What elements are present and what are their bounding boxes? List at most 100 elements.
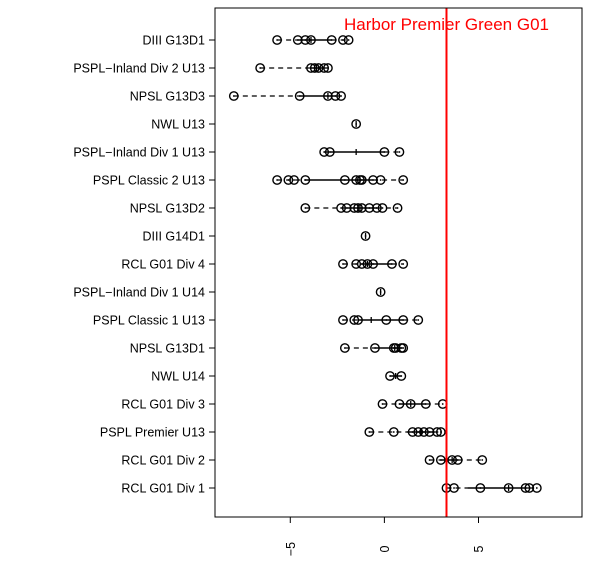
data-point-center bbox=[423, 431, 425, 433]
data-point-center bbox=[360, 263, 363, 265]
data-point bbox=[385, 371, 395, 381]
y-tick-label: NPSL G13D2 bbox=[130, 202, 205, 216]
data-point bbox=[503, 483, 514, 493]
data-point-center bbox=[355, 123, 358, 125]
data-point bbox=[338, 315, 348, 325]
data-point-center bbox=[409, 403, 412, 405]
data-point bbox=[452, 455, 463, 465]
y-tick-label: NWL U13 bbox=[151, 118, 205, 132]
box-layer bbox=[233, 37, 537, 491]
data-point-center bbox=[304, 207, 307, 209]
data-point-center bbox=[379, 179, 382, 181]
data-point bbox=[364, 203, 375, 213]
data-point-center bbox=[481, 459, 484, 461]
data-point bbox=[341, 203, 352, 213]
data-point bbox=[398, 175, 409, 185]
data-point-center bbox=[381, 207, 384, 209]
data-point-center bbox=[383, 151, 386, 153]
data-point-center bbox=[368, 431, 371, 433]
data-point-center bbox=[400, 375, 403, 377]
data-point-center bbox=[441, 403, 444, 405]
data-point-center bbox=[360, 179, 363, 181]
data-point-center bbox=[342, 263, 344, 265]
data-point bbox=[356, 203, 367, 213]
data-point-center bbox=[340, 95, 342, 97]
data-point-center bbox=[310, 39, 312, 41]
data-point bbox=[413, 315, 424, 325]
data-point bbox=[338, 259, 348, 269]
y-tick-label: NPSL G13D3 bbox=[130, 90, 205, 104]
data-point-center bbox=[340, 207, 342, 209]
data-point bbox=[531, 483, 542, 493]
data-point bbox=[435, 427, 446, 437]
data-point-center bbox=[276, 179, 279, 181]
y-tick-label: NWL U14 bbox=[151, 370, 205, 384]
data-point bbox=[424, 455, 435, 465]
data-point bbox=[398, 315, 409, 325]
data-point bbox=[351, 259, 362, 269]
data-point-center bbox=[402, 319, 405, 321]
data-point-center bbox=[357, 319, 359, 321]
data-point bbox=[272, 175, 283, 185]
data-point-center bbox=[334, 95, 337, 97]
data-point bbox=[283, 175, 294, 185]
data-point bbox=[339, 175, 350, 185]
data-point-center bbox=[391, 263, 393, 265]
data-point-center bbox=[479, 487, 482, 489]
data-point-center bbox=[528, 487, 531, 489]
y-tick-label: RCL G01 Div 2 bbox=[121, 454, 205, 468]
data-point bbox=[300, 175, 311, 185]
data-point-center bbox=[327, 67, 329, 69]
data-point-center bbox=[411, 431, 414, 433]
data-point bbox=[477, 455, 488, 465]
data-point-center bbox=[232, 95, 235, 97]
data-point bbox=[362, 259, 373, 269]
data-point-center bbox=[364, 235, 367, 237]
data-point-center bbox=[402, 263, 405, 265]
reference-line-label: Harbor Premier Green G01 bbox=[344, 15, 549, 34]
data-point bbox=[388, 427, 399, 437]
y-tick-label: PSPL−Inland Div 2 U13 bbox=[73, 62, 205, 76]
data-point-center bbox=[366, 263, 369, 265]
data-point-center bbox=[345, 207, 348, 209]
data-point bbox=[326, 35, 337, 45]
data-point-center bbox=[375, 207, 378, 209]
data-point bbox=[387, 259, 397, 269]
y-tick-label: PSPL Classic 2 U13 bbox=[93, 174, 205, 188]
data-point-center bbox=[296, 39, 299, 41]
x-tick-label: 5 bbox=[472, 545, 486, 552]
data-point bbox=[351, 119, 362, 129]
data-point bbox=[255, 63, 266, 73]
data-point bbox=[368, 259, 378, 269]
data-point-center bbox=[355, 263, 358, 265]
data-point-center bbox=[451, 459, 454, 461]
x-tick-label: −5 bbox=[284, 542, 298, 556]
point-layer bbox=[228, 35, 542, 493]
data-point-center bbox=[417, 319, 420, 321]
data-point bbox=[319, 147, 330, 157]
data-point bbox=[524, 483, 535, 493]
data-point-center bbox=[372, 263, 374, 265]
data-point-center bbox=[402, 179, 405, 181]
data-point bbox=[475, 483, 486, 493]
data-point bbox=[228, 91, 239, 101]
y-tick-label: DIII G14D1 bbox=[142, 230, 205, 244]
data-point-center bbox=[360, 207, 363, 209]
data-point bbox=[375, 175, 386, 185]
data-point-center bbox=[535, 487, 538, 489]
data-point bbox=[294, 91, 305, 101]
data-point bbox=[292, 35, 303, 45]
data-point bbox=[336, 91, 346, 101]
data-point bbox=[356, 175, 367, 185]
y-tick-label: RCL G01 Div 1 bbox=[121, 482, 205, 496]
data-point-center bbox=[439, 431, 442, 433]
data-point bbox=[405, 399, 416, 409]
data-point-center bbox=[259, 67, 262, 69]
data-point-center bbox=[396, 207, 399, 209]
data-point bbox=[272, 35, 283, 45]
data-point-center bbox=[323, 151, 326, 153]
data-point bbox=[379, 147, 390, 157]
data-point-center bbox=[342, 319, 344, 321]
data-point-center bbox=[392, 347, 395, 349]
data-point bbox=[343, 35, 354, 45]
